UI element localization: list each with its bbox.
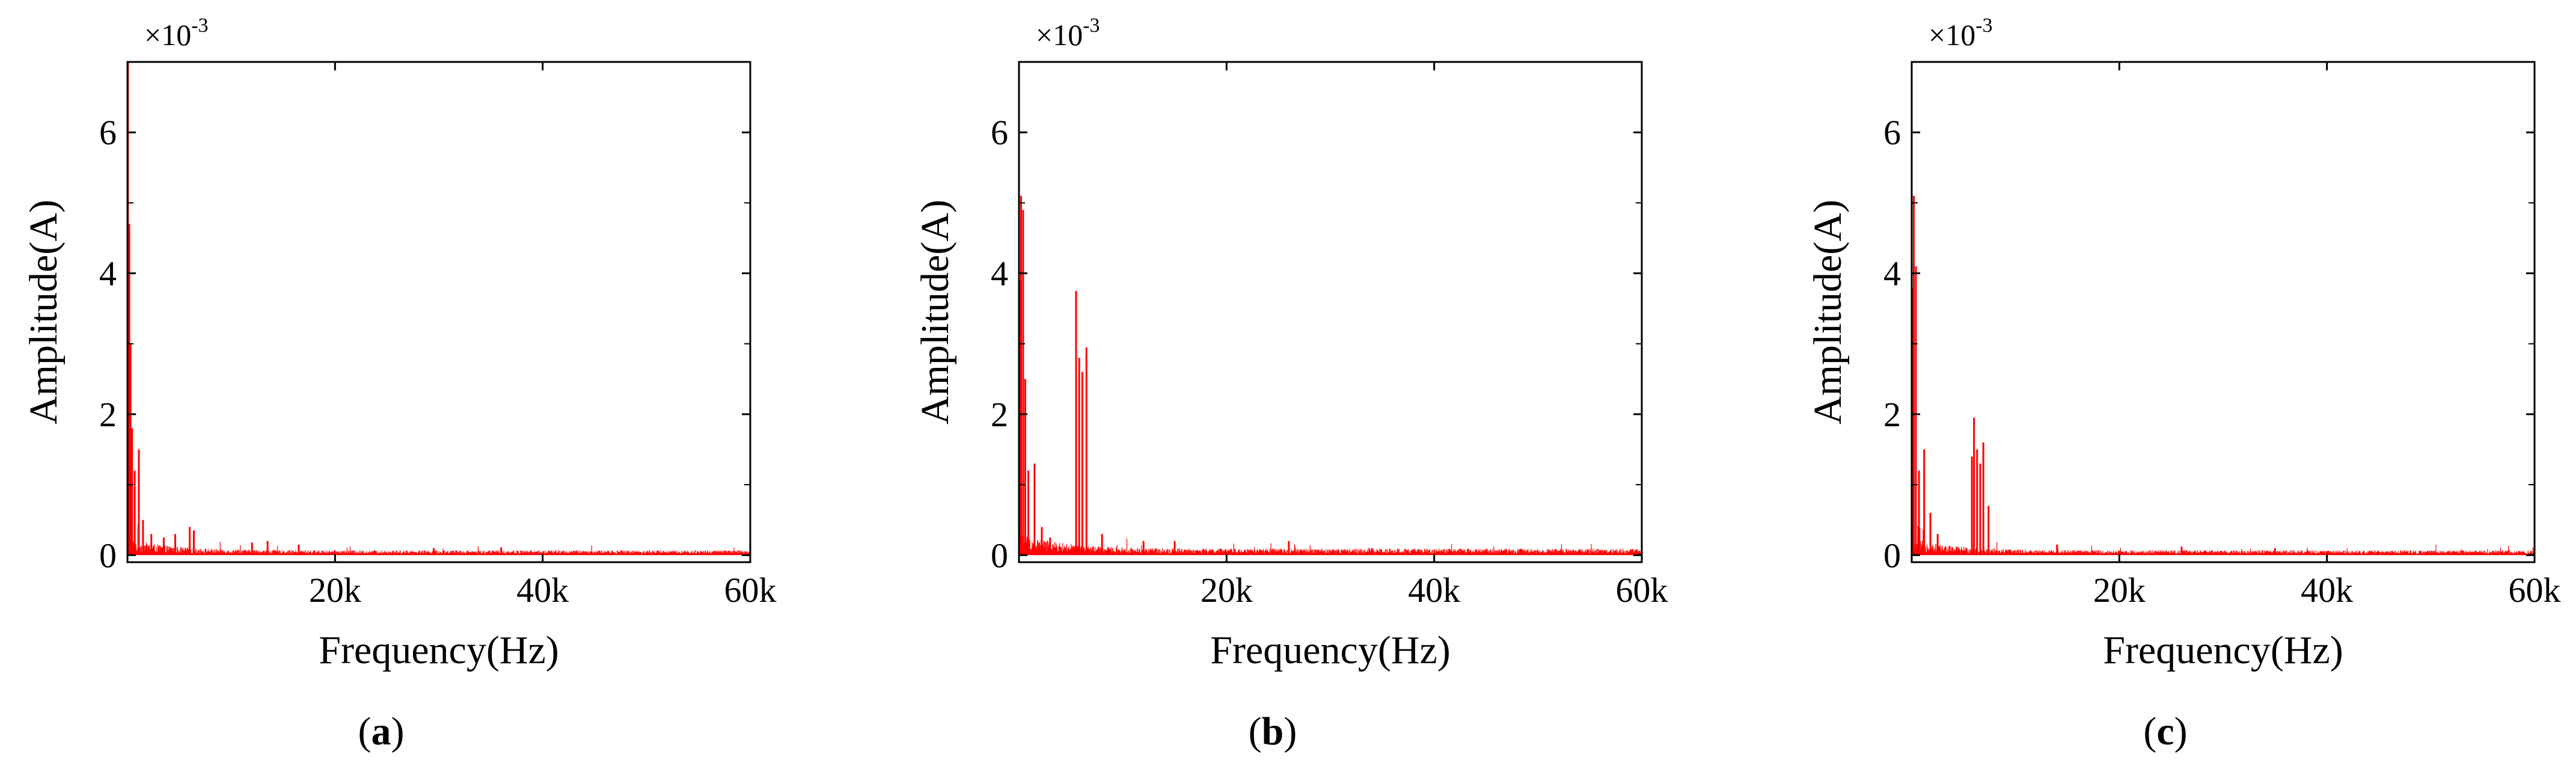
y-tick-label-0: 0: [99, 536, 117, 575]
panel-caption-close: ): [2174, 709, 2188, 753]
y-exponent-power: -3: [191, 14, 208, 37]
panel-caption-close: ): [391, 709, 405, 753]
y-exponent-label: ×10-3: [1036, 14, 1100, 52]
y-tick-label-1: 2: [99, 395, 117, 434]
chart-panel-b: 20k 40k 60k 0 2 4 6 ×10-3 Frequency(Hz) Amplitude…: [913, 14, 1668, 753]
y-axis-title: Amplitude(A): [22, 200, 66, 424]
y-axis-title: Amplitude(A): [913, 200, 957, 424]
panel-caption-letter: a: [372, 709, 391, 753]
panel-caption-open: (: [2143, 709, 2156, 753]
y-tick-label-1: 2: [991, 395, 1008, 434]
x-axis-title: Frequency(Hz): [1210, 628, 1450, 672]
plot-area: [1019, 62, 1642, 562]
y-tick-label-3: 6: [1883, 113, 1901, 152]
x-tick-label-0: 20k: [1201, 571, 1253, 610]
panel-caption-close: ): [1283, 709, 1297, 753]
y-tick-label-1: 2: [1883, 395, 1901, 434]
y-exponent-power: -3: [1083, 14, 1100, 37]
panel-caption-open: (: [1249, 709, 1262, 753]
axes-frame: [126, 61, 751, 563]
y-exponent-label: ×10-3: [1929, 14, 1993, 52]
panel-caption: (b): [1249, 709, 1297, 753]
x-tick-label-0: 20k: [309, 571, 361, 610]
y-tick-label-2: 4: [991, 254, 1008, 293]
panel-caption: (c): [2143, 709, 2187, 753]
axes-frame: [1911, 61, 2536, 563]
panel-caption-letter: c: [2156, 709, 2174, 753]
y-tick-label-3: 6: [991, 113, 1008, 152]
y-tick-label-3: 6: [99, 113, 117, 152]
y-exponent-base: ×10: [1929, 18, 1975, 52]
x-axis-title: Frequency(Hz): [2103, 628, 2343, 672]
panel-caption: (a): [358, 709, 405, 753]
y-exponent-base: ×10: [1036, 18, 1083, 52]
x-tick-label-2: 60k: [724, 571, 777, 610]
chart-panel-a: 20k 40k 60k 0 2 4 6 ×10-3 Frequency(Hz) Amplitude…: [22, 14, 777, 753]
y-exponent-power: -3: [1975, 14, 1992, 37]
panel-caption-letter: b: [1262, 709, 1284, 753]
x-axis-title: Frequency(Hz): [319, 628, 558, 672]
y-exponent-label: ×10-3: [144, 14, 209, 52]
axes-frame: [1018, 61, 1643, 563]
y-tick-label-2: 4: [1883, 254, 1901, 293]
y-tick-label-2: 4: [99, 254, 117, 293]
plot-area: [127, 62, 750, 562]
chart-panel-c: 20k 40k 60k 0 2 4 6 ×10-3 Frequency(Hz) Amplitude…: [1806, 14, 2561, 753]
y-axis-title: Amplitude(A): [1806, 200, 1850, 424]
x-tick-label-2: 60k: [1616, 571, 1668, 610]
x-tick-label-1: 40k: [2301, 571, 2353, 610]
y-tick-label-0: 0: [1883, 536, 1901, 575]
panel-caption-open: (: [358, 709, 372, 753]
y-exponent-base: ×10: [144, 18, 191, 52]
y-tick-label-0: 0: [991, 536, 1008, 575]
x-tick-label-2: 60k: [2509, 571, 2561, 610]
x-tick-label-1: 40k: [1408, 571, 1460, 610]
plot-area: [1912, 62, 2535, 562]
x-tick-label-1: 40k: [516, 571, 569, 610]
x-tick-label-0: 20k: [2093, 571, 2146, 610]
